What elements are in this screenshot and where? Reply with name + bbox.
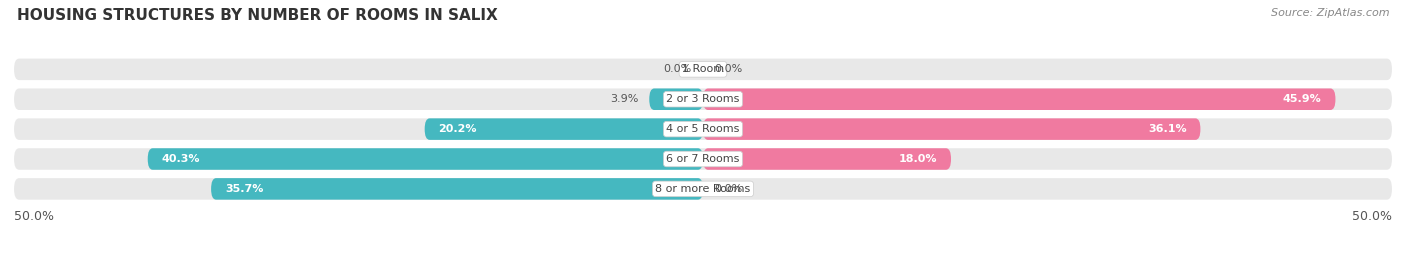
Text: 18.0%: 18.0% xyxy=(898,154,938,164)
Text: 0.0%: 0.0% xyxy=(714,184,742,194)
FancyBboxPatch shape xyxy=(14,118,1392,140)
Text: 4 or 5 Rooms: 4 or 5 Rooms xyxy=(666,124,740,134)
Text: 20.2%: 20.2% xyxy=(439,124,477,134)
FancyBboxPatch shape xyxy=(14,148,1392,170)
Text: Source: ZipAtlas.com: Source: ZipAtlas.com xyxy=(1271,8,1389,18)
Text: 0.0%: 0.0% xyxy=(714,64,742,74)
Text: 2 or 3 Rooms: 2 or 3 Rooms xyxy=(666,94,740,104)
FancyBboxPatch shape xyxy=(211,178,703,200)
Text: HOUSING STRUCTURES BY NUMBER OF ROOMS IN SALIX: HOUSING STRUCTURES BY NUMBER OF ROOMS IN… xyxy=(17,8,498,23)
Text: 35.7%: 35.7% xyxy=(225,184,263,194)
FancyBboxPatch shape xyxy=(703,148,950,170)
Text: 40.3%: 40.3% xyxy=(162,154,200,164)
Text: 50.0%: 50.0% xyxy=(1353,210,1392,224)
Text: 3.9%: 3.9% xyxy=(610,94,638,104)
FancyBboxPatch shape xyxy=(148,148,703,170)
FancyBboxPatch shape xyxy=(14,178,1392,200)
Text: 0.0%: 0.0% xyxy=(664,64,692,74)
FancyBboxPatch shape xyxy=(703,89,1336,110)
Text: 1 Room: 1 Room xyxy=(682,64,724,74)
FancyBboxPatch shape xyxy=(14,59,1392,80)
Text: 50.0%: 50.0% xyxy=(14,210,53,224)
Text: 36.1%: 36.1% xyxy=(1149,124,1187,134)
FancyBboxPatch shape xyxy=(703,118,1201,140)
Text: 8 or more Rooms: 8 or more Rooms xyxy=(655,184,751,194)
Text: 45.9%: 45.9% xyxy=(1282,94,1322,104)
Text: 6 or 7 Rooms: 6 or 7 Rooms xyxy=(666,154,740,164)
FancyBboxPatch shape xyxy=(14,89,1392,110)
FancyBboxPatch shape xyxy=(425,118,703,140)
FancyBboxPatch shape xyxy=(650,89,703,110)
